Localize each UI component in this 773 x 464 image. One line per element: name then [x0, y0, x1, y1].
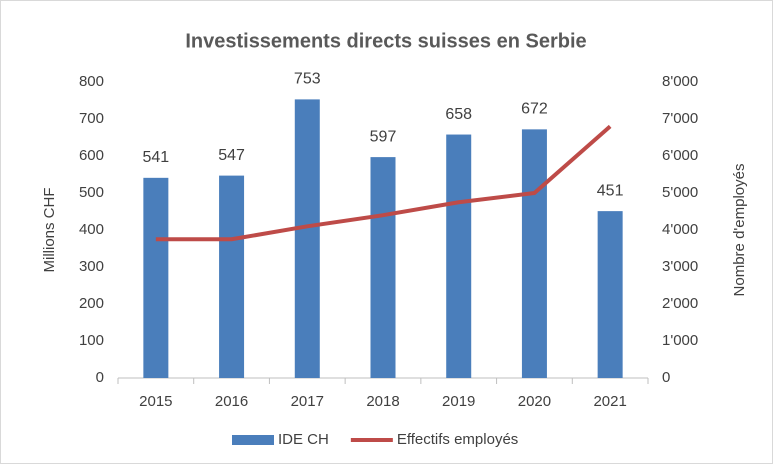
y2-tick-label: 4'000 [662, 221, 698, 238]
bar [143, 177, 169, 378]
y-tick-label: 600 [79, 147, 104, 164]
legend-label: Effectifs employés [397, 431, 518, 448]
y-tick-label: 300 [79, 258, 104, 275]
y2-tick-label: 8'000 [662, 73, 698, 90]
legend-label: IDE CH [278, 431, 329, 448]
bar [370, 157, 396, 378]
value-label: 541 [143, 149, 170, 166]
x-tick-label: 2020 [518, 393, 551, 410]
y-tick-label: 200 [79, 295, 104, 312]
y2-tick-label: 3'000 [662, 258, 698, 275]
x-tick-label: 2016 [215, 393, 248, 410]
y2-tick-label: 5'000 [662, 184, 698, 201]
y-axis-label: Millions CHF [41, 187, 58, 272]
line [155, 124, 612, 242]
y-tick-label: 100 [79, 332, 104, 349]
value-label: 658 [445, 106, 472, 123]
value-label: 672 [521, 101, 548, 118]
x-tick-label: 2015 [139, 393, 172, 410]
value-label: 547 [218, 147, 245, 164]
bar [446, 134, 472, 378]
x-tick-label: 2017 [291, 393, 324, 410]
x-tick-label: 2021 [593, 393, 626, 410]
y-tick-label: 700 [79, 110, 104, 127]
chart-title: Investissements directs suisses en Serbi… [185, 30, 586, 52]
x-tick-label: 2019 [442, 393, 475, 410]
y2-tick-label: 0 [662, 369, 670, 386]
value-label: 451 [597, 182, 624, 199]
y-tick-label: 0 [96, 369, 104, 386]
y-tick-label: 500 [79, 184, 104, 201]
y-tick-label: 800 [79, 73, 104, 90]
y2-axis-label: Nombre d'employés [731, 164, 748, 297]
bar [219, 175, 245, 378]
x-tick-label: 2018 [366, 393, 399, 410]
bar [521, 129, 547, 378]
bar [294, 99, 320, 378]
y2-tick-label: 6'000 [662, 147, 698, 164]
bar [597, 211, 623, 378]
value-label: 753 [294, 71, 321, 88]
y-tick-label: 400 [79, 221, 104, 238]
y2-tick-label: 2'000 [662, 295, 698, 312]
y2-tick-label: 1'000 [662, 332, 698, 349]
value-label: 597 [370, 128, 397, 145]
y2-tick-label: 7'000 [662, 110, 698, 127]
legend-swatch [232, 435, 274, 445]
